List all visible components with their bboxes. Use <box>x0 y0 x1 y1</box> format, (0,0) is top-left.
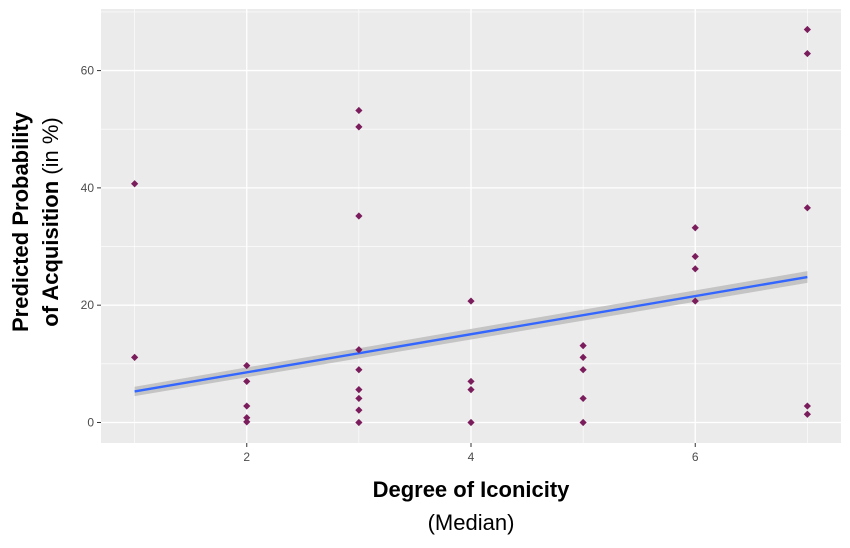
data-point <box>691 265 699 273</box>
data-point <box>355 212 363 220</box>
y-axis-title-line2-plain: (in %) <box>38 117 63 181</box>
data-point <box>243 402 251 410</box>
data-point <box>355 418 363 427</box>
data-point <box>131 180 139 188</box>
data-point <box>803 49 811 58</box>
data-point <box>467 386 475 394</box>
data-point <box>691 224 699 232</box>
data-point <box>355 386 363 394</box>
data-point <box>579 394 587 403</box>
data-point <box>355 123 363 131</box>
data-point <box>355 406 363 414</box>
x-tick-label: 4 <box>468 450 475 464</box>
data-point <box>579 353 587 361</box>
data-point <box>803 402 811 410</box>
data-point <box>243 377 251 386</box>
data-point <box>243 361 251 370</box>
data-point <box>243 418 251 426</box>
y-tick-label: 20 <box>81 298 95 312</box>
y-axis-title: Predicted Probability <box>8 111 33 332</box>
y-tick-label: 60 <box>81 64 95 78</box>
x-tick-label: 2 <box>243 450 250 464</box>
regression-line-layer <box>134 275 808 393</box>
data-point <box>579 366 587 374</box>
x-axis-title: Degree of Iconicity <box>373 477 571 502</box>
regression-line <box>134 275 808 393</box>
data-point <box>579 342 587 350</box>
data-points <box>131 25 811 427</box>
data-point <box>467 297 475 305</box>
y-axis-title-second: of Acquisition (in %) <box>38 117 63 326</box>
data-point <box>803 410 811 418</box>
x-axis-ticks: 2 4 6 <box>243 443 699 464</box>
data-point <box>355 106 363 115</box>
data-point <box>691 252 699 261</box>
data-point <box>355 394 363 403</box>
y-tick-label: 40 <box>81 181 95 195</box>
data-point <box>467 418 475 427</box>
y-axis-title-line2-bold: of Acquisition <box>38 181 63 327</box>
data-point <box>691 297 699 305</box>
x-tick-label: 6 <box>692 450 699 464</box>
data-point <box>803 25 811 34</box>
data-point <box>579 418 587 427</box>
y-tick-label: 0 <box>87 415 94 429</box>
data-point <box>803 204 811 212</box>
data-point <box>355 346 363 354</box>
data-point <box>355 366 363 374</box>
data-point <box>243 414 251 422</box>
data-point <box>131 353 139 361</box>
y-axis-title-line2: of Acquisition (in %) <box>38 117 63 326</box>
y-axis-title-line1: Predicted Probability <box>8 111 33 332</box>
data-point <box>467 377 475 386</box>
x-axis-subtitle: (Median) <box>428 510 515 535</box>
y-axis-ticks: 0 20 40 60 <box>81 64 101 429</box>
